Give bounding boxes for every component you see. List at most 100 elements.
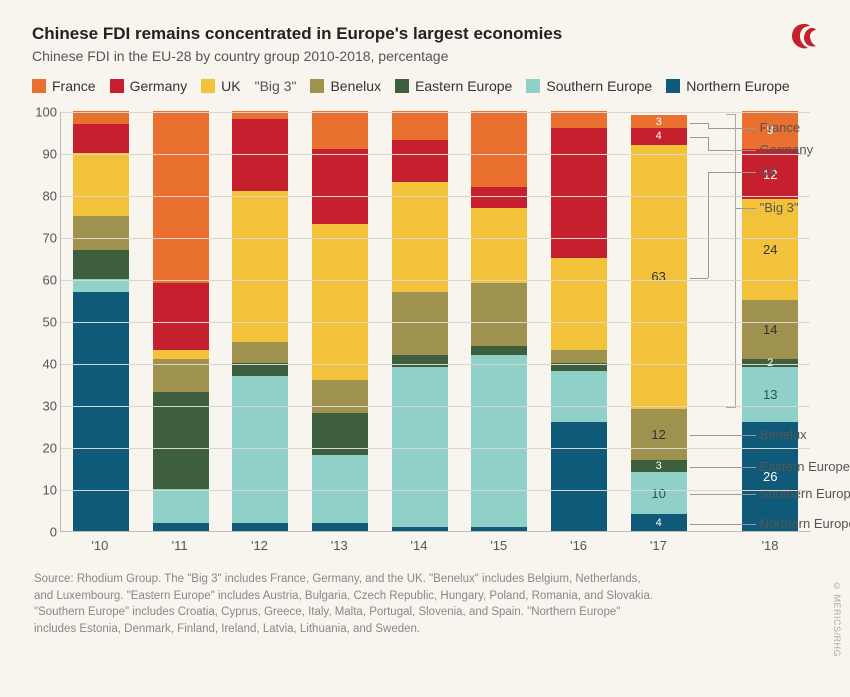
x-tick-label: '12	[220, 538, 300, 553]
bar-segment-uk	[232, 191, 288, 342]
bar-segment-uk	[153, 350, 209, 358]
bar-segment-southern	[551, 371, 607, 421]
plot-area: 4103126343261321424129 FranceGermanyUK"B…	[60, 112, 810, 532]
gridline	[61, 238, 810, 239]
legend-swatch	[32, 79, 46, 93]
bar-segment-eastern	[471, 346, 527, 354]
legend: FranceGermanyUK"Big 3"BeneluxEastern Eur…	[32, 78, 818, 94]
gridline	[61, 406, 810, 407]
bar-segment-benelux	[471, 283, 527, 346]
gridline	[61, 490, 810, 491]
y-tick-label: 30	[33, 399, 57, 414]
bar-segment-benelux	[73, 216, 129, 250]
legend-swatch	[201, 79, 215, 93]
gridline	[61, 112, 810, 113]
bar-segment-germany	[153, 283, 209, 350]
y-tick-label: 50	[33, 315, 57, 330]
bar-segment-uk	[73, 153, 129, 216]
legend-item: Germany	[110, 78, 188, 94]
bar-segment-france	[312, 111, 368, 149]
bar-segment-france: 3	[631, 115, 687, 128]
bar-segment-northern	[471, 527, 527, 531]
bar-segment-southern	[153, 489, 209, 523]
bar-segment-benelux: 14	[742, 300, 798, 359]
bar-segment-northern	[153, 523, 209, 531]
bar-segment-benelux	[392, 292, 448, 355]
bar-segment-northern	[392, 527, 448, 531]
y-tick-label: 80	[33, 189, 57, 204]
gridline	[61, 322, 810, 323]
bar-segment-southern	[471, 355, 527, 527]
bar-segment-uk	[471, 208, 527, 284]
bar-segment-benelux	[551, 350, 607, 363]
bar-segment-france	[153, 111, 209, 283]
bar-segment-northern: 4	[631, 514, 687, 531]
source-line: Source: Rhodium Group. The "Big 3" inclu…	[34, 571, 754, 588]
y-tick-label: 100	[33, 105, 57, 120]
bar-segment-southern: 13	[742, 367, 798, 422]
bar-segment-benelux: 12	[631, 409, 687, 459]
bar-segment-uk: 24	[742, 199, 798, 300]
legend-item: France	[32, 78, 96, 94]
bar-segment-france	[471, 111, 527, 187]
gridline	[61, 364, 810, 365]
x-tick-label: '15	[459, 538, 539, 553]
bar-segment-uk	[312, 224, 368, 379]
legend-swatch	[395, 79, 409, 93]
source-text: Source: Rhodium Group. The "Big 3" inclu…	[34, 571, 754, 638]
legend-label: France	[52, 78, 96, 94]
bar-segment-germany	[73, 124, 129, 153]
x-tick-label: '16	[539, 538, 619, 553]
legend-swatch	[110, 79, 124, 93]
gridline	[61, 280, 810, 281]
source-line: "Southern Europe" includes Croatia, Cypr…	[34, 604, 754, 621]
bar-segment-northern: 26	[742, 422, 798, 531]
bar-segment-france	[551, 111, 607, 128]
bar-segment-germany: 12	[742, 149, 798, 199]
y-tick-label: 0	[33, 525, 57, 540]
bar-segment-northern	[312, 523, 368, 531]
gridline	[61, 448, 810, 449]
legend-label: Northern Europe	[686, 78, 790, 94]
legend-label: UK	[221, 78, 240, 94]
legend-item: Eastern Europe	[395, 78, 512, 94]
bar-segment-northern	[73, 292, 129, 531]
bar-segment-eastern	[312, 413, 368, 455]
chart-subtitle: Chinese FDI in the EU-28 by country grou…	[32, 48, 818, 64]
y-tick-label: 60	[33, 273, 57, 288]
x-tick-label: '17	[618, 538, 698, 553]
legend-swatch	[666, 79, 680, 93]
legend-label: Benelux	[330, 78, 381, 94]
legend-label: Germany	[130, 78, 188, 94]
legend-item: Southern Europe	[526, 78, 652, 94]
legend-swatch	[310, 79, 324, 93]
bar-segment-northern	[232, 523, 288, 531]
legend-label: Eastern Europe	[415, 78, 512, 94]
bar-segment-france	[392, 111, 448, 140]
bar-segment-germany: 4	[631, 128, 687, 145]
legend-swatch	[526, 79, 540, 93]
y-tick-label: 40	[33, 357, 57, 372]
x-tick-label: '14	[379, 538, 459, 553]
bar-segment-germany	[392, 140, 448, 182]
y-tick-label: 90	[33, 147, 57, 162]
legend-item: Northern Europe	[666, 78, 790, 94]
bar-segment-eastern	[73, 250, 129, 279]
credit: © MERICS/RHG	[832, 581, 842, 657]
x-tick-label: '18	[730, 538, 810, 553]
source-line: includes Estonia, Denmark, Finland, Irel…	[34, 621, 754, 638]
bar-segment-benelux	[312, 380, 368, 414]
legend-label: Southern Europe	[546, 78, 652, 94]
x-tick-label: '10	[60, 538, 140, 553]
source-line: and Luxembourg. "Eastern Europe" include…	[34, 588, 754, 605]
y-tick-label: 20	[33, 441, 57, 456]
y-tick-label: 70	[33, 231, 57, 246]
bar-segment-southern: 10	[631, 472, 687, 514]
bar-segment-germany	[312, 149, 368, 225]
bar-segment-eastern	[392, 355, 448, 368]
y-tick-label: 10	[33, 483, 57, 498]
bar-segment-benelux	[232, 342, 288, 363]
bar: 4103126343	[631, 115, 687, 531]
bar-segment-uk	[551, 258, 607, 350]
bar-segment-germany	[232, 119, 288, 190]
